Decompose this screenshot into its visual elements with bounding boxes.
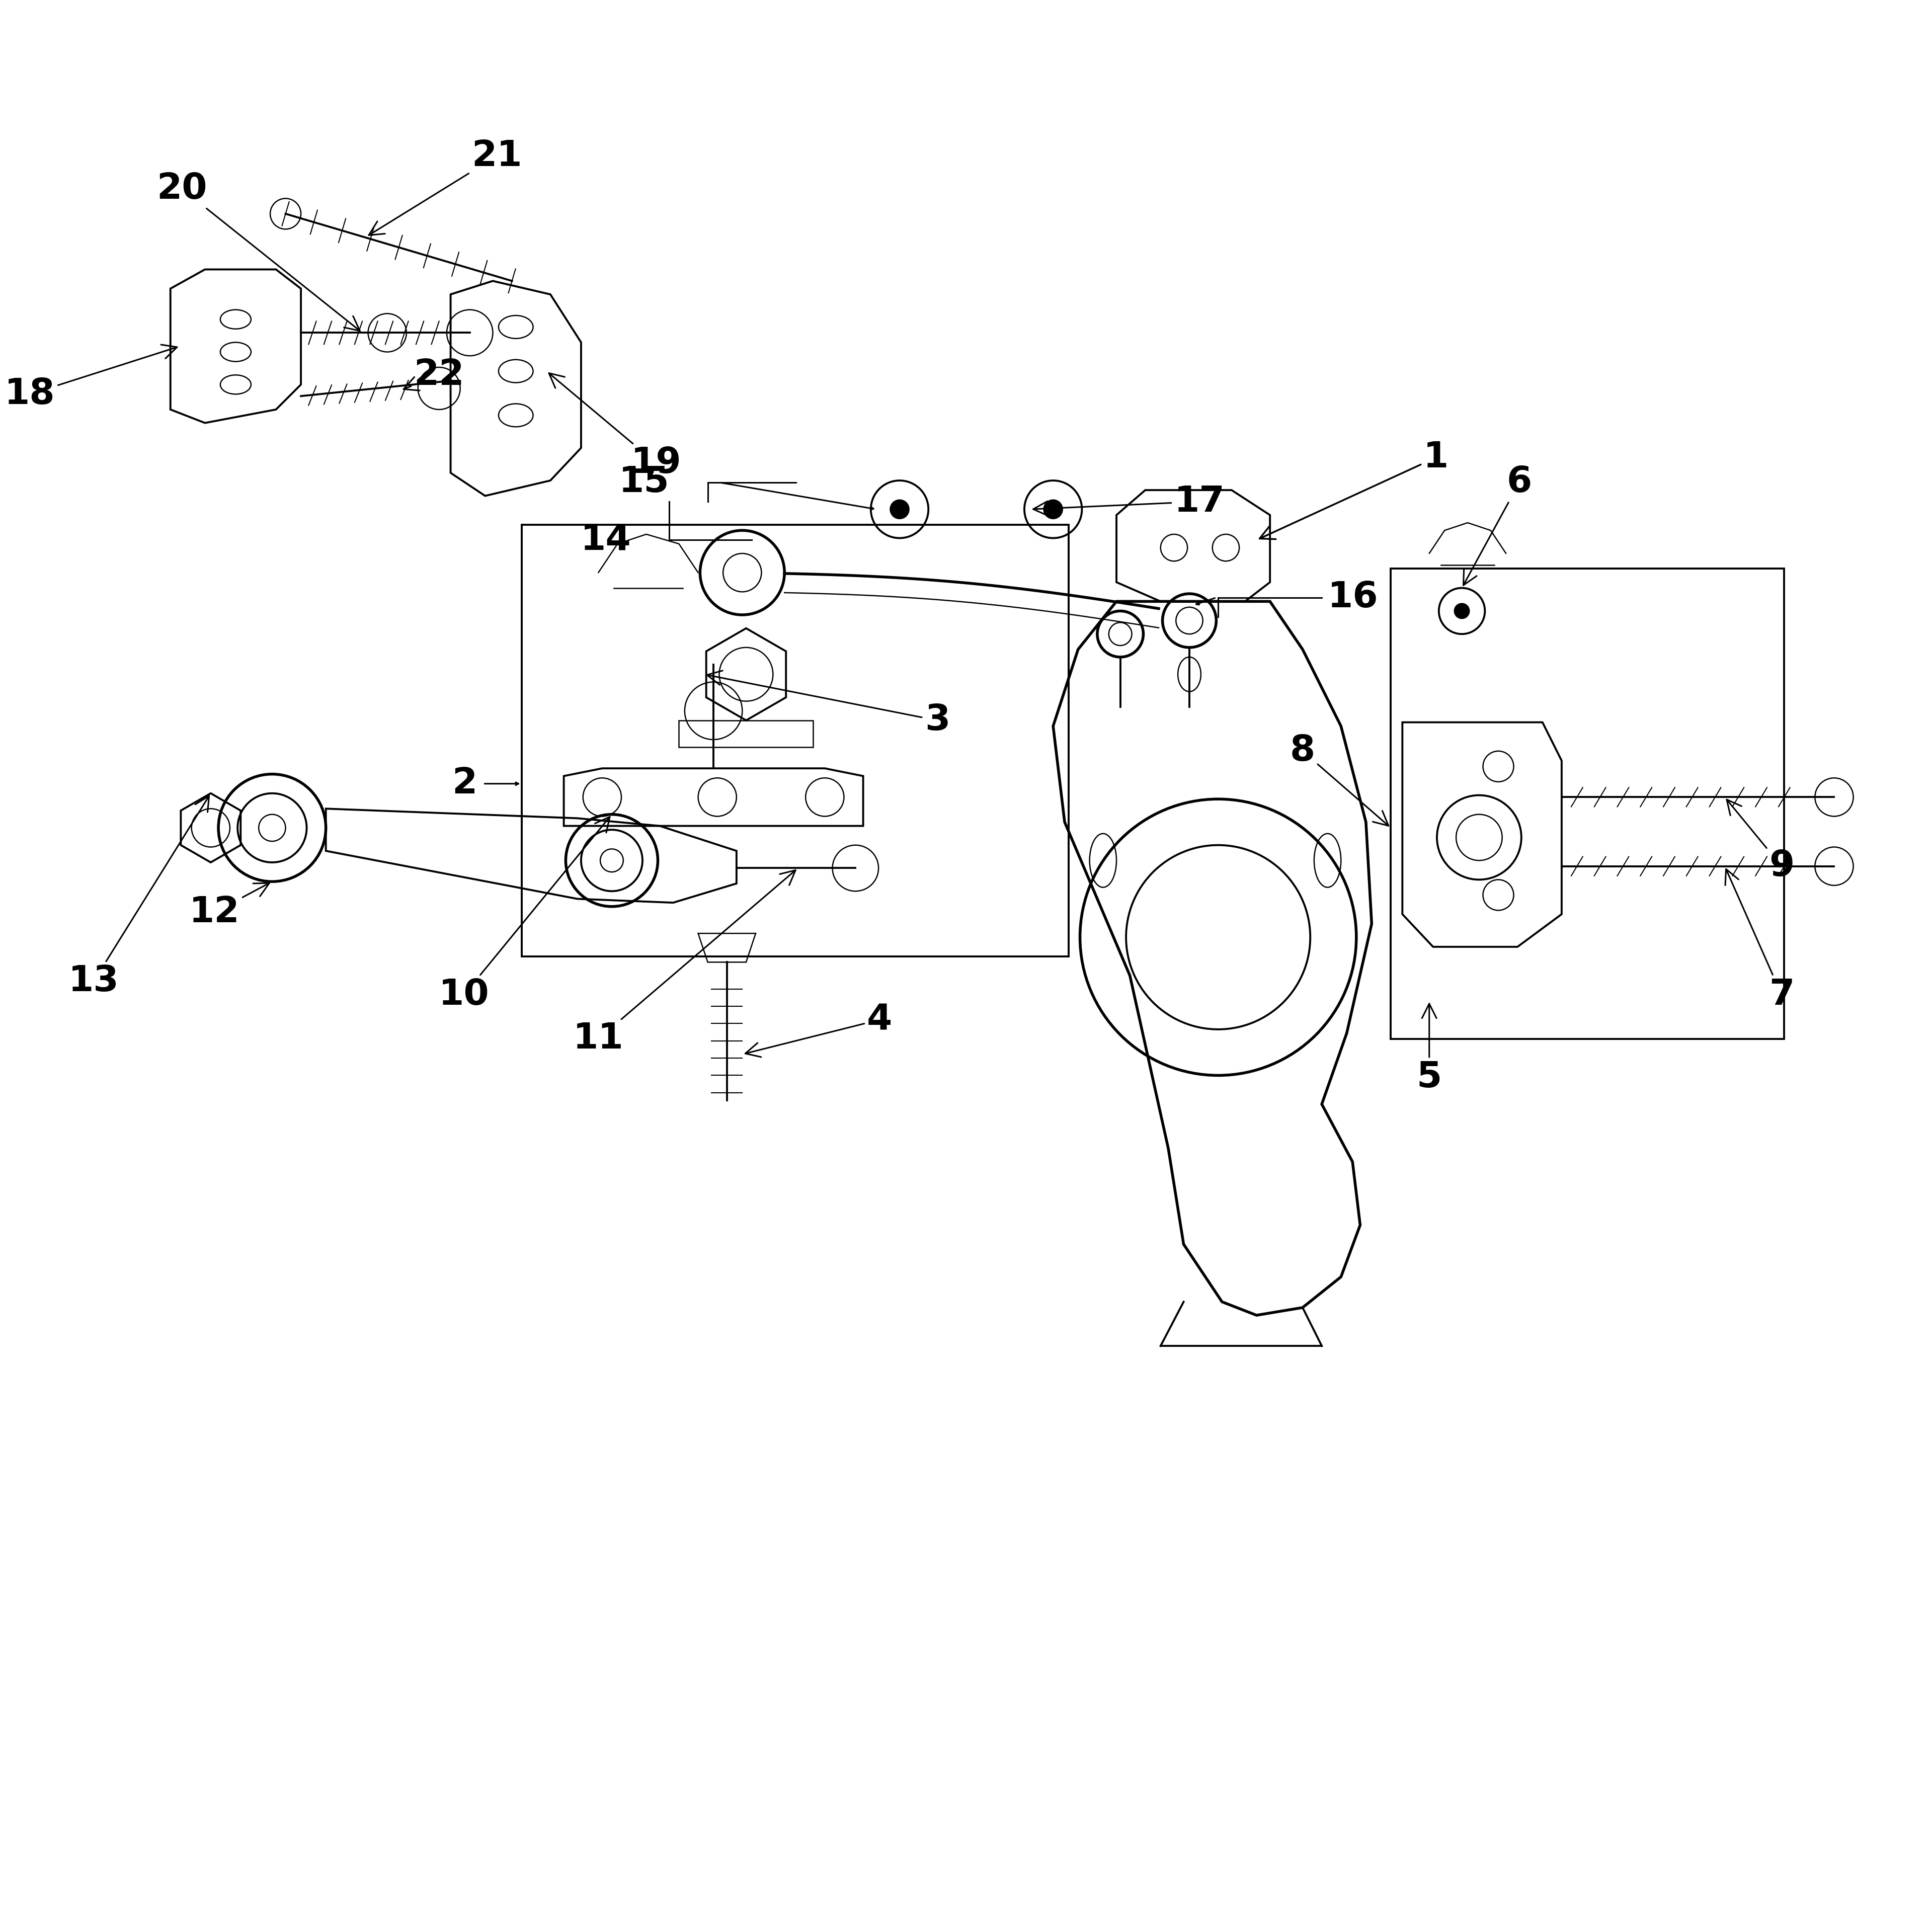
Text: 1: 1 — [1260, 440, 1449, 539]
Bar — [1391, 568, 1785, 1039]
Text: 16: 16 — [1327, 580, 1378, 614]
Text: 6: 6 — [1463, 466, 1532, 585]
Circle shape — [1455, 603, 1470, 618]
Text: 4: 4 — [746, 1003, 893, 1057]
Circle shape — [1043, 500, 1063, 520]
Text: 8: 8 — [1291, 734, 1389, 825]
Text: 20: 20 — [156, 172, 359, 330]
Text: 2: 2 — [452, 767, 477, 802]
Text: 14: 14 — [580, 524, 632, 556]
Text: 10: 10 — [439, 817, 611, 1012]
Text: 22: 22 — [404, 357, 464, 392]
Text: 5: 5 — [1416, 1003, 1441, 1095]
Text: 19: 19 — [549, 373, 682, 481]
Text: 9: 9 — [1727, 800, 1795, 883]
Text: 12: 12 — [189, 883, 269, 929]
Bar — [522, 526, 1068, 956]
Text: 21: 21 — [369, 139, 522, 236]
Text: 13: 13 — [68, 796, 209, 999]
Text: 11: 11 — [574, 869, 796, 1057]
Bar — [678, 721, 813, 748]
Circle shape — [891, 500, 910, 520]
Text: 17: 17 — [1034, 485, 1225, 520]
Text: 3: 3 — [707, 670, 951, 738]
Text: 7: 7 — [1725, 869, 1795, 1012]
Text: 15: 15 — [618, 466, 668, 500]
Text: 18: 18 — [4, 344, 178, 412]
